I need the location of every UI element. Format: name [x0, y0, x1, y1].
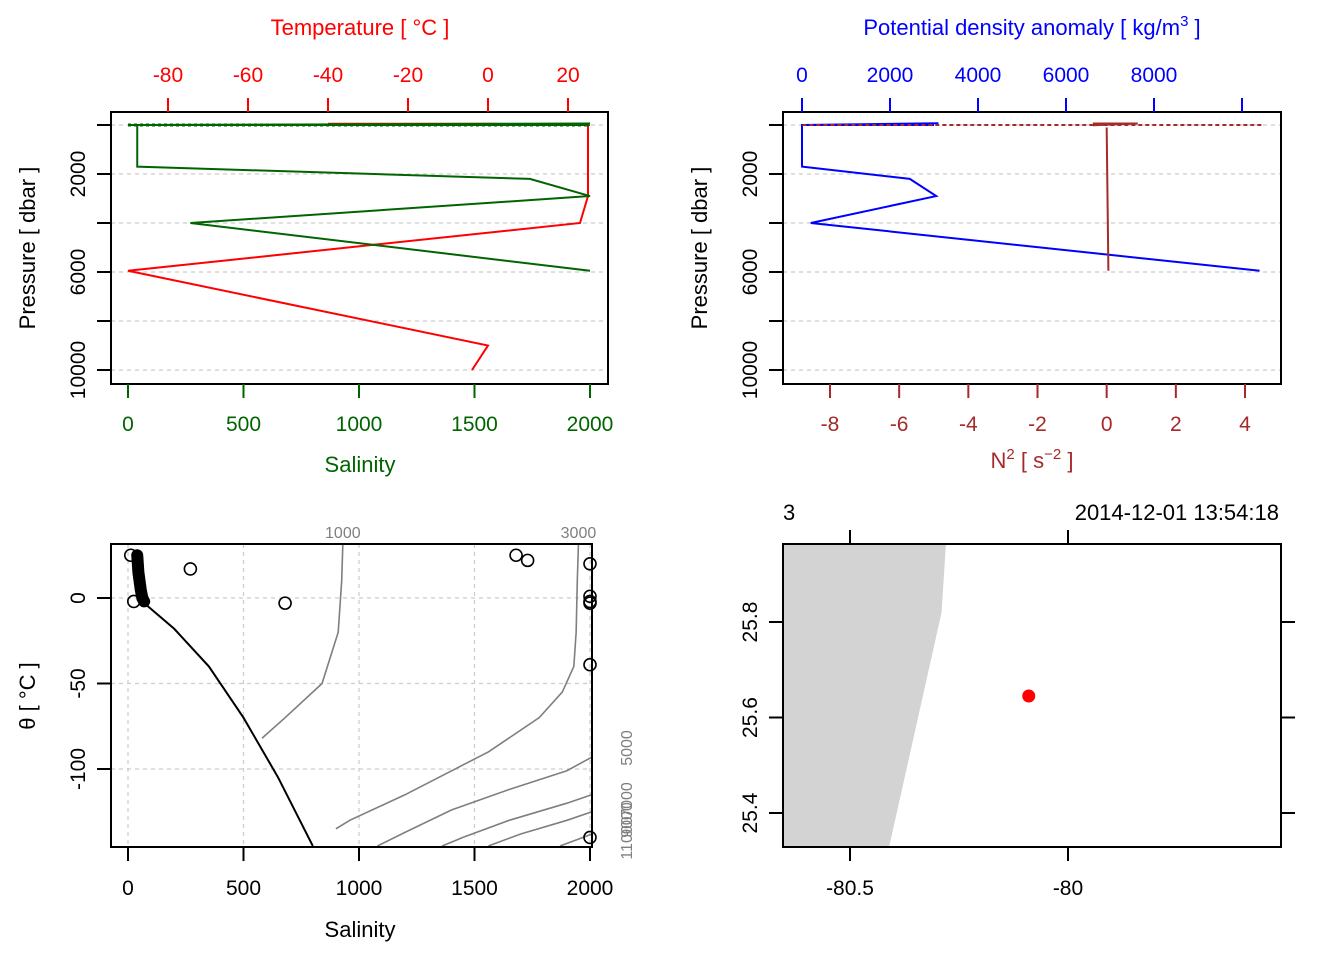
data-point [509, 548, 523, 563]
density-contour [261, 543, 344, 739]
left-axis-title: Pressure [ dbar ] [15, 167, 40, 330]
x-tick-label: 0 [122, 877, 134, 900]
contour-label: 11000 [619, 816, 636, 859]
x-tick-label: 500 [226, 877, 261, 900]
top-tick-label: 6000 [1043, 64, 1090, 87]
x-tick-label: 2000 [567, 877, 614, 900]
y-tick-label: 6000 [739, 249, 762, 296]
top-tick-label: 8000 [1131, 64, 1178, 87]
bottom-axis-title: Salinity [325, 452, 396, 477]
bottom-tick-label: 500 [226, 413, 261, 436]
top-tick-label: 4000 [955, 64, 1002, 87]
y-tick-label: 2000 [67, 151, 90, 198]
freezing-point-line [143, 602, 314, 847]
density-contour [559, 833, 593, 847]
plot-frame [110, 543, 593, 848]
top-tick-label: -20 [393, 64, 423, 87]
plot-frame [782, 111, 1282, 385]
top-tick-label: -60 [233, 64, 263, 87]
bottom-tick-label: 2000 [567, 413, 614, 436]
y-tick-label: 25.4 [739, 792, 762, 833]
top-tick-label: 0 [796, 64, 808, 87]
panel-profile-ts: Temperature [ °C ] Salinity Pressure [ d… [15, 15, 613, 477]
top-tick-label: 2000 [867, 64, 914, 87]
bottom-tick-label: 4 [1239, 413, 1251, 436]
data-point [123, 548, 138, 563]
x-tick-label: 1500 [451, 877, 498, 900]
contour-label: 5000 [619, 730, 636, 766]
density-contour [335, 543, 580, 830]
top-tick-label: 0 [482, 64, 494, 87]
n2-line [1105, 127, 1110, 271]
plot-frame [782, 543, 1282, 848]
y-tick-label: -50 [67, 668, 90, 698]
bottom-tick-label: 0 [1101, 413, 1113, 436]
bottom-tick-label: -6 [890, 413, 909, 436]
y-tick-label: 10000 [739, 341, 762, 399]
y-tick-label: 10000 [67, 341, 90, 399]
n2-spike [1092, 122, 1138, 127]
y-axis-title: θ [ °C ] [15, 662, 40, 729]
contour-label: 3000 [561, 525, 597, 542]
salinity-line [127, 122, 591, 272]
temperature-line [127, 122, 589, 371]
top-axis-title: Potential density anomaly [ kg/m3 ] [863, 13, 1200, 40]
contour-label: 7000 [619, 782, 636, 818]
panel-profile-density: Potential density anomaly [ kg/m3 ] N2 [… [687, 13, 1282, 473]
y-tick-label: 25.6 [739, 697, 762, 738]
bottom-tick-label: -8 [821, 413, 840, 436]
bottom-tick-label: 0 [122, 413, 134, 436]
x-tick-label: 1000 [336, 877, 383, 900]
data-point [583, 556, 597, 571]
data-point [583, 830, 597, 845]
station-time-label: 2014-12-01 13:54:18 [1075, 500, 1279, 525]
y-tick-label: 25.8 [739, 602, 762, 643]
data-point [183, 562, 198, 576]
station-marker [1022, 689, 1036, 703]
data-point-cluster [131, 549, 151, 608]
contour-label: 9000 [619, 802, 636, 838]
top-tick-label: -80 [153, 64, 183, 87]
bottom-tick-label: 2 [1170, 413, 1182, 436]
top-tick-label: -40 [313, 64, 343, 87]
x-tick-label: -80.5 [826, 877, 874, 900]
bottom-tick-label: 1500 [451, 413, 498, 436]
bottom-tick-label: -2 [1028, 413, 1047, 436]
density-contour [377, 756, 593, 847]
density-contour [488, 810, 593, 847]
density-line [801, 122, 1260, 272]
contour-label: 1000 [325, 525, 361, 542]
x-tick-label: -80 [1053, 877, 1083, 900]
y-tick-label: 6000 [67, 249, 90, 296]
station-id-label: 3 [783, 500, 795, 525]
data-point [126, 594, 141, 609]
land-polygon [783, 544, 946, 847]
data-point [278, 596, 292, 610]
x-axis-title: Salinity [325, 917, 396, 942]
top-tick-label: 20 [556, 64, 579, 87]
y-tick-label: 0 [67, 592, 90, 604]
y-tick-label: 2000 [739, 151, 762, 198]
bottom-tick-label: 1000 [336, 413, 383, 436]
panel-ts-diagram: Salinity θ [ °C ] 1000 300050007000900011… [15, 525, 636, 942]
y-tick-label: -100 [67, 748, 90, 790]
data-point [583, 589, 597, 604]
plot-frame [110, 111, 609, 385]
density-contour [441, 793, 593, 847]
panel-station-map: 3 2014-12-01 13:54:18 -80.5 -80 25.4 25.6 25… [739, 500, 1295, 900]
data-point [583, 596, 597, 610]
data-point [583, 657, 597, 672]
left-axis-title: Pressure [ dbar ] [687, 167, 712, 330]
bottom-axis-title: N2 [ s−2 ] [991, 446, 1074, 473]
data-point [520, 553, 535, 568]
bottom-tick-label: -4 [959, 413, 978, 436]
top-axis-title: Temperature [ °C ] [271, 15, 450, 40]
